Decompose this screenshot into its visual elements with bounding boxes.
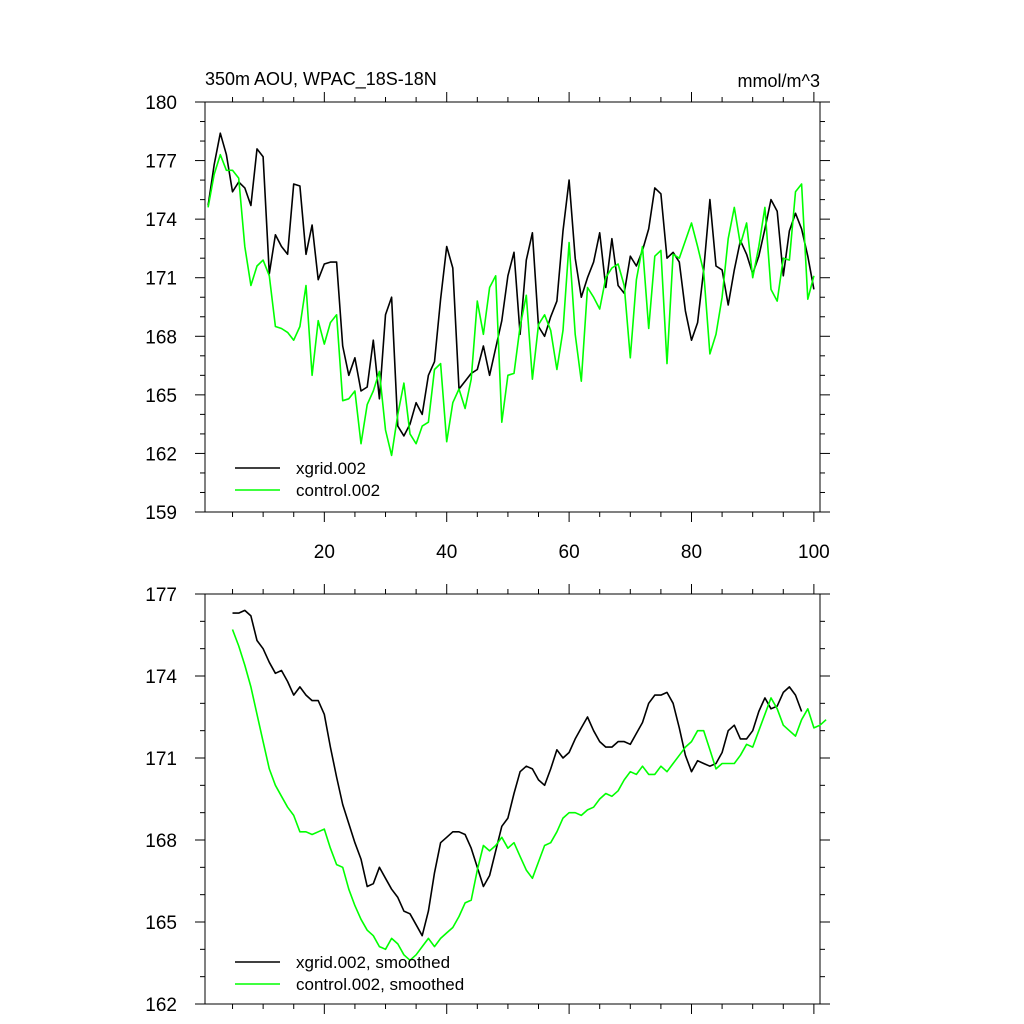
legend-label: control.002 — [296, 481, 380, 500]
x-tick-label: 40 — [436, 542, 457, 563]
units-label: mmol/m^3 — [738, 71, 820, 91]
series-line-control-002-smoothed — [231, 629, 827, 962]
series-line-control-002 — [207, 153, 815, 457]
y-tick-label: 159 — [145, 503, 177, 524]
series-line-xgrid-002 — [207, 132, 815, 437]
plot-frame — [204, 101, 821, 513]
y-tick-label: 162 — [145, 995, 177, 1016]
y-tick-label: 177 — [145, 152, 177, 173]
legend-label: xgrid.002, smoothed — [296, 953, 450, 972]
chart-title: 350m AOU, WPAC_18S-18N — [205, 69, 437, 90]
legend-label: control.002, smoothed — [296, 975, 464, 994]
y-tick-label: 174 — [145, 210, 177, 231]
x-tick-label: 20 — [314, 542, 335, 563]
y-tick-label: 180 — [145, 93, 177, 114]
legend-label: xgrid.002 — [296, 459, 366, 478]
y-tick-label: 171 — [145, 269, 177, 290]
plot-frame — [204, 593, 821, 1005]
y-tick-label: 165 — [145, 913, 177, 934]
series-line-xgrid-002-smoothed — [232, 609, 803, 937]
top-panel: 350m AOU, WPAC_18S-18N mmol/m^3 159 162 16… — [145, 69, 830, 563]
bottom-panel: 162 165 168 171 174 177 xgrid.002, smoothed con… — [145, 584, 830, 1016]
x-tick-label: 80 — [681, 542, 702, 563]
y-tick-label: 162 — [145, 444, 177, 465]
y-tick-label: 168 — [145, 831, 177, 852]
y-tick-label: 177 — [145, 585, 177, 606]
y-tick-label: 165 — [145, 386, 177, 407]
y-tick-label: 168 — [145, 327, 177, 348]
x-tick-label: 100 — [798, 542, 830, 563]
x-tick-label: 60 — [559, 542, 580, 563]
y-tick-label: 174 — [145, 667, 177, 688]
y-tick-label: 171 — [145, 749, 177, 770]
